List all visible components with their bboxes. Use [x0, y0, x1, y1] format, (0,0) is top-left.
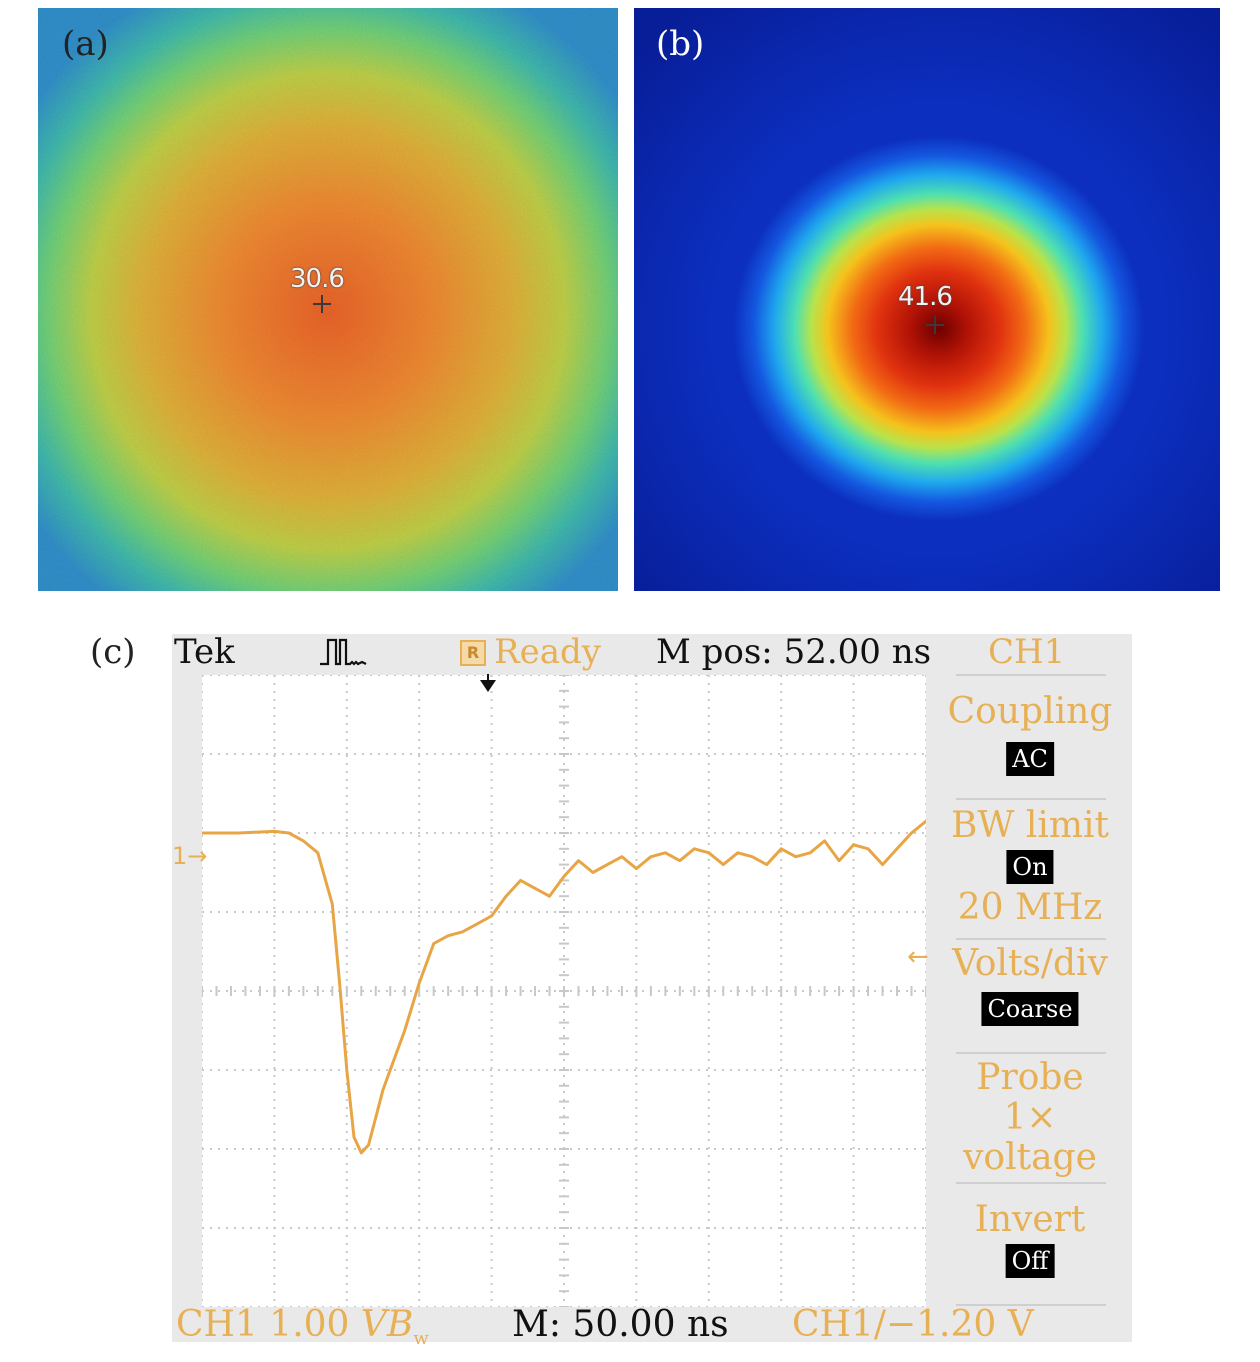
peak-value-b: 41.6 [898, 282, 953, 312]
menu-divider [956, 674, 1106, 676]
invert-value[interactable]: Off [1005, 1244, 1055, 1278]
graticule [201, 674, 927, 1308]
menu-divider [956, 1182, 1106, 1184]
waveform-plot [201, 674, 927, 1308]
panel-label-b: (b) [656, 24, 705, 64]
menu-divider [956, 1052, 1106, 1054]
acquisition-status-icon: R [460, 640, 486, 666]
volts-div-label[interactable]: Volts/div [952, 943, 1108, 984]
bw-limit-frequency: 20 MHz [957, 887, 1103, 928]
volts-div-value[interactable]: Coarse [981, 992, 1079, 1026]
peak-value-a: 30.6 [290, 264, 345, 294]
probe-label[interactable]: Probe [976, 1057, 1084, 1098]
channel-ground-marker: 1→ [172, 842, 208, 870]
invert-label[interactable]: Invert [974, 1199, 1086, 1240]
menu-channel-title: CH1 [988, 632, 1066, 672]
probe-attenuation: 1× [1003, 1097, 1057, 1138]
trigger-position-arrow-icon [480, 680, 496, 692]
bw-limit-value[interactable]: On [1006, 850, 1054, 884]
noise-texture-a [38, 8, 618, 591]
menu-divider [956, 938, 1106, 940]
coupling-value[interactable]: AC [1006, 742, 1054, 776]
channel-scale: CH1 1.00 VBw [176, 1304, 429, 1350]
menu-divider [956, 1304, 1106, 1306]
channel-menu: Coupling AC BW limit On 20 MHz Volts/div… [932, 660, 1128, 1310]
panel-label-c: (c) [90, 632, 136, 672]
waveform-trace-ch1 [202, 820, 927, 1155]
crosshair-icon [926, 316, 944, 334]
brand-label: Tek [174, 632, 235, 672]
bw-limit-label[interactable]: BW limit [950, 805, 1110, 846]
trigger-level-arrow-icon: ← [907, 942, 929, 972]
crosshair-icon [313, 295, 331, 313]
trigger-position-stem [487, 674, 489, 682]
menu-divider [956, 798, 1106, 800]
trigger-level: CH1/−1.20 V [792, 1304, 1034, 1345]
timebase: M: 50.00 ns [512, 1304, 729, 1345]
probe-type: voltage [963, 1137, 1097, 1178]
beam-profile-a: (a) 30.6 [38, 8, 618, 591]
panel-label-a: (a) [62, 24, 109, 64]
trigger-pulse-icon [320, 638, 367, 666]
horizontal-position: M pos: 52.00 ns [656, 632, 932, 672]
beam-profile-b: (b) 41.6 [634, 8, 1220, 591]
coupling-label[interactable]: Coupling [947, 691, 1113, 732]
acquisition-status: Ready [494, 632, 601, 672]
